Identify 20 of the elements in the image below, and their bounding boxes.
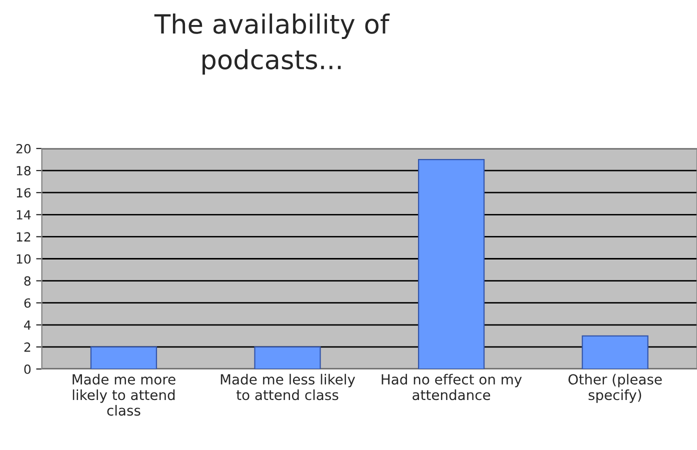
- y-tick-label: 10: [16, 254, 31, 264]
- x-tick-label: Made me less likely to attend class: [220, 374, 356, 400]
- y-tick-label: 20: [16, 144, 31, 154]
- y-tick-label: 4: [24, 320, 31, 330]
- x-tick-label: Had no effect on my attendance: [382, 374, 522, 400]
- y-tick-label: 0: [24, 364, 31, 374]
- chart-title: The availability of podcasts...: [154, 14, 390, 75]
- bar: [582, 335, 648, 369]
- y-tick-label: 6: [24, 298, 31, 308]
- y-tick-label: 14: [16, 210, 31, 220]
- bar: [90, 346, 158, 369]
- y-tick-label: 12: [16, 232, 30, 242]
- y-tick-label: 8: [24, 276, 31, 286]
- y-tick-label: 18: [16, 166, 31, 176]
- x-tick-label: Made me more likely to attend class: [72, 374, 176, 416]
- bar: [418, 158, 485, 369]
- x-tick-label: Other (please specify): [568, 374, 662, 403]
- y-tick-label: 16: [16, 188, 31, 198]
- bar: [254, 346, 321, 369]
- y-tick-label: 2: [24, 342, 30, 352]
